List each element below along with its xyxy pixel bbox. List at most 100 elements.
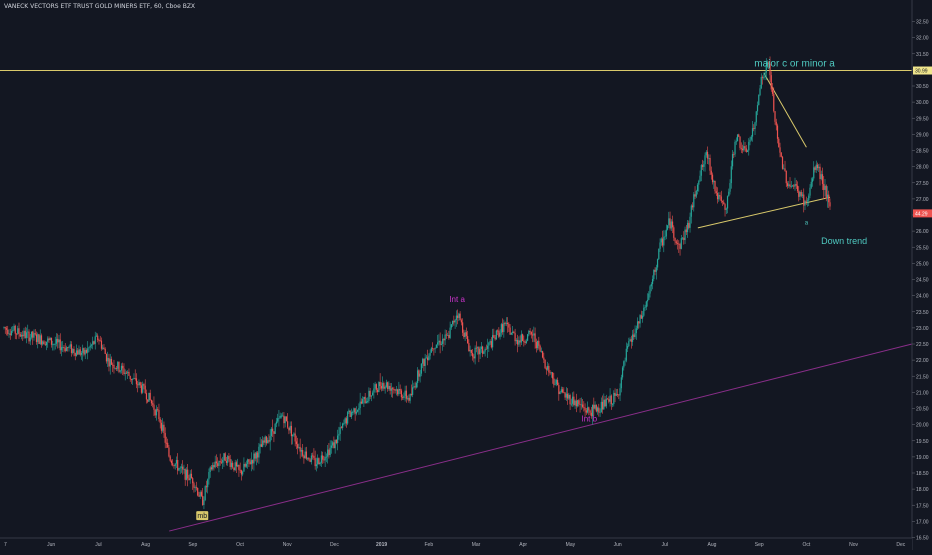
candle-body — [100, 340, 103, 349]
candle-body — [405, 390, 407, 399]
candle-body — [654, 269, 656, 272]
candle-body — [400, 390, 402, 398]
candle-body — [546, 365, 549, 370]
candle-body — [430, 348, 432, 353]
candle-body — [268, 440, 270, 442]
candle-body — [424, 358, 426, 367]
candle-body — [307, 457, 309, 459]
candle-body — [428, 355, 430, 361]
candle-body — [457, 315, 459, 318]
candle-body — [368, 390, 370, 401]
candle-body — [568, 395, 570, 399]
candle-body — [117, 361, 119, 369]
candle-body — [726, 196, 729, 209]
candle-body — [463, 332, 465, 338]
candle-body — [264, 436, 266, 443]
price-tick-label: 21.50 — [916, 374, 929, 380]
candle-body — [753, 128, 755, 130]
candle-body — [644, 307, 646, 308]
candle-body — [65, 347, 68, 352]
candle-body — [153, 404, 155, 410]
candle-body — [247, 459, 249, 464]
candle-body — [563, 392, 565, 394]
candle-body — [69, 344, 71, 347]
candle-body — [438, 340, 440, 343]
candle-body — [614, 392, 616, 396]
candle-body — [390, 388, 392, 391]
candle-body — [591, 404, 594, 417]
candle-body — [108, 357, 110, 367]
candle-body — [299, 447, 301, 452]
candle-body — [460, 320, 462, 323]
candle-body — [468, 343, 470, 352]
candle-body — [779, 147, 781, 153]
candle-body — [112, 364, 114, 366]
candle-body — [157, 409, 159, 411]
candle-body — [495, 330, 497, 340]
candle-body — [494, 337, 496, 340]
candle-body — [84, 350, 86, 355]
candle-body — [783, 168, 785, 170]
price-tick-label: 22.00 — [916, 358, 929, 364]
candle-body — [259, 444, 261, 447]
candle-body — [734, 141, 736, 155]
candle-body — [133, 378, 135, 379]
candle-body — [372, 392, 374, 396]
time-tick-label: Dec — [330, 542, 339, 548]
candle-body — [616, 394, 619, 395]
candle-body — [435, 344, 437, 348]
candle-body — [685, 229, 687, 233]
candle-body — [252, 460, 254, 464]
candle-body — [383, 383, 385, 389]
candle-body — [739, 136, 741, 148]
price-tick-label: 25.50 — [916, 245, 929, 251]
candle-body — [98, 340, 100, 341]
candle-body — [618, 394, 620, 396]
candle-body — [611, 403, 614, 405]
candle-body — [195, 487, 198, 489]
candle-body — [209, 467, 211, 472]
candle-body — [498, 330, 500, 337]
candle-body — [300, 450, 303, 452]
candle-body — [172, 463, 174, 466]
candle-body — [688, 222, 690, 228]
candle-body — [323, 459, 325, 461]
candle-body — [80, 352, 83, 355]
price-tick-label: 20.50 — [916, 407, 929, 413]
candle-body — [239, 469, 241, 471]
candle-body — [670, 221, 672, 229]
candle-body — [280, 415, 283, 417]
candle-body — [57, 338, 59, 343]
candle-body — [365, 401, 367, 404]
last-price-label: 44.29 — [915, 211, 928, 217]
time-tick-label: Nov — [283, 542, 292, 548]
chart-title: VANECK VECTORS ETF TRUST GOLD MINERS ETF… — [4, 3, 196, 10]
candle-body — [541, 351, 544, 358]
candle-body — [160, 422, 163, 431]
candle-body — [174, 463, 176, 467]
candle-body — [187, 469, 189, 479]
candle-body — [796, 185, 799, 192]
candle-body — [97, 335, 99, 341]
candle-body — [85, 350, 88, 353]
annotation-label: Down trend — [821, 236, 867, 246]
candle-body — [354, 408, 356, 414]
candle-body — [95, 335, 98, 337]
candle-body — [120, 365, 123, 371]
candle-body — [465, 332, 467, 337]
candle-body — [564, 392, 566, 398]
candle-body — [751, 128, 754, 137]
candle-body — [520, 334, 522, 343]
candle-body — [175, 460, 178, 464]
candle-body — [422, 359, 424, 364]
candle-body — [119, 370, 121, 372]
candle-body — [729, 183, 731, 192]
candle-body — [716, 193, 719, 200]
candle-body — [367, 400, 369, 402]
candle-body — [731, 154, 734, 167]
candle-body — [263, 440, 265, 443]
candle-body — [829, 202, 831, 207]
candle-body — [184, 469, 186, 480]
candle-body — [676, 243, 679, 244]
